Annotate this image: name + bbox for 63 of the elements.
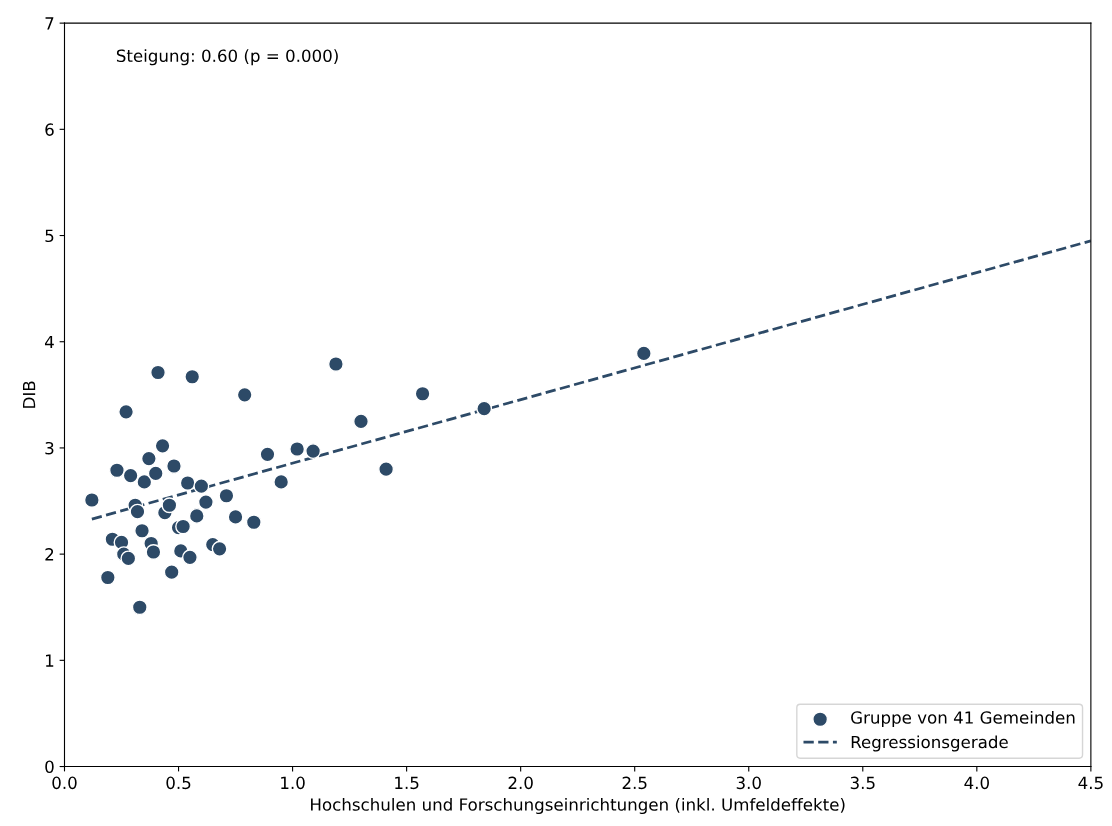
point [259, 446, 276, 463]
x-axis-title: Hochschulen und Forschungseinrichtungen (inkl. Umfeldeffekte) [311, 797, 845, 815]
y-tick-label: 5 [45, 229, 54, 243]
point [163, 564, 180, 581]
point [236, 386, 253, 403]
point [99, 569, 116, 586]
point [83, 491, 100, 508]
point [145, 544, 162, 560]
point [154, 437, 171, 454]
point [193, 478, 210, 495]
x-tick-label: 2.5 [622, 776, 647, 790]
x-tick-label: 1.5 [395, 776, 419, 790]
annotation: Steigung: 0.60 (p = 0.000) [116, 49, 338, 66]
point [120, 550, 137, 567]
point [273, 473, 290, 490]
y-tick-label: 6 [45, 123, 54, 136]
y-tick-label: 0 [45, 760, 54, 774]
point [305, 443, 322, 460]
point [161, 497, 178, 514]
legend-label: Regressionsgerade [851, 735, 1008, 752]
point [165, 458, 182, 474]
y-axis-title: DIB [23, 381, 36, 408]
y-tick-label: 7 [45, 17, 54, 30]
point [414, 385, 431, 402]
point [289, 441, 306, 457]
point [327, 356, 344, 373]
y-tick-label: 3 [45, 441, 54, 455]
point [147, 465, 164, 482]
point [197, 494, 214, 511]
point [353, 413, 369, 430]
x-tick-label: 3.0 [736, 776, 761, 790]
point [118, 403, 135, 420]
point [140, 450, 157, 467]
x-tick-label: 0.0 [52, 776, 77, 790]
y-tick-label: 4 [44, 335, 54, 349]
point [181, 549, 198, 566]
point [245, 514, 262, 531]
point [184, 368, 201, 385]
point [129, 503, 146, 520]
point [227, 508, 244, 525]
y-tick-label: 2 [45, 548, 54, 561]
point [136, 473, 153, 490]
point [122, 467, 139, 484]
point [179, 474, 196, 491]
x-tick-label: 1.0 [281, 776, 305, 790]
point [378, 461, 395, 478]
point [134, 522, 151, 539]
x-tick-label: 2.0 [508, 776, 533, 790]
point [635, 345, 652, 362]
point [218, 487, 235, 504]
point [476, 400, 493, 417]
point [175, 518, 192, 535]
x-tick-label: 0.5 [166, 776, 191, 790]
point [150, 364, 166, 381]
x-tick-label: 3.5 [850, 776, 875, 790]
point [131, 599, 148, 616]
legend-label: Gruppe von 41 Gemeinden [851, 710, 1075, 728]
point [211, 540, 228, 557]
x-tick-label: 4.0 [964, 776, 989, 790]
y-tick-label: 1 [46, 654, 54, 667]
point [108, 462, 125, 479]
point [188, 507, 205, 524]
x-tick-label: 4.5 [1078, 776, 1103, 790]
